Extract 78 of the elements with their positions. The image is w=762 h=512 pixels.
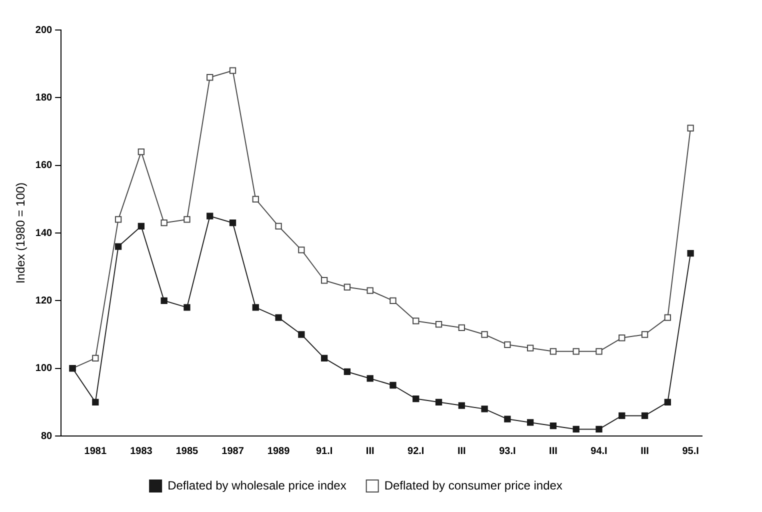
point (366, 287, 374, 294)
legend-label: Deflated by wholesale price index (168, 478, 346, 492)
point (435, 398, 442, 406)
point (664, 314, 671, 321)
point (366, 375, 374, 382)
point (298, 331, 305, 338)
y-tick-label: 80 (40, 430, 53, 442)
point (275, 314, 282, 321)
point (481, 406, 488, 412)
point (320, 354, 328, 362)
point (138, 222, 145, 230)
y-tick-label: 160 (35, 160, 53, 172)
point (298, 246, 305, 254)
point (138, 148, 145, 156)
point (229, 67, 236, 74)
point (504, 341, 511, 348)
point (550, 348, 557, 355)
point (344, 284, 351, 290)
legend-label: Deflated by consumer price index (384, 478, 562, 492)
x-tick-label: 1981 (84, 446, 107, 457)
x-tick-label: III (640, 446, 650, 457)
point (504, 416, 511, 422)
point (114, 243, 122, 250)
point (184, 304, 190, 311)
point (641, 412, 648, 420)
point (458, 402, 465, 409)
point (572, 348, 580, 355)
point (687, 250, 694, 257)
point (320, 277, 328, 284)
y-axis-title: Index (1980 = 100) (14, 182, 28, 284)
x-tick-label: 93.I (499, 446, 516, 457)
point (206, 74, 214, 81)
x-tick-label: III (549, 446, 558, 457)
point (458, 324, 465, 332)
point (252, 304, 259, 311)
x-tick-label: 1989 (267, 446, 290, 457)
x-tick-label: 1983 (130, 446, 153, 457)
y-tick-label: 140 (35, 228, 53, 239)
point (252, 196, 259, 202)
y-tick-label: 200 (35, 24, 53, 36)
x-tick-label: 95.I (682, 446, 700, 457)
point (390, 382, 396, 389)
point (550, 422, 557, 430)
x-tick-label: 94.I (590, 446, 608, 457)
point (572, 426, 580, 433)
point (687, 124, 694, 132)
point (641, 331, 648, 338)
y-tick-label: 180 (35, 92, 53, 104)
x-tick-label: III (457, 446, 466, 457)
point (596, 426, 602, 433)
point (344, 368, 351, 376)
point (229, 220, 236, 226)
point (618, 412, 626, 420)
point (114, 216, 122, 223)
x-tick-label: 1985 (176, 446, 199, 457)
y-tick-label: 120 (35, 295, 53, 306)
x-tick-label: 91.I (316, 446, 333, 457)
point (160, 220, 168, 226)
y-tick-label: 100 (35, 363, 53, 374)
point (435, 321, 442, 328)
x-tick-label: III (366, 446, 374, 457)
point (618, 334, 626, 342)
point (596, 348, 602, 355)
point (664, 398, 671, 406)
point (184, 216, 190, 223)
point (390, 297, 396, 304)
point (160, 297, 168, 304)
point (92, 398, 99, 406)
point (412, 395, 420, 402)
point (481, 331, 488, 338)
point (412, 318, 420, 324)
point (92, 354, 99, 362)
point (275, 222, 282, 230)
x-tick-label: 92.I (408, 446, 424, 457)
point (527, 419, 534, 426)
point (206, 212, 214, 220)
point (527, 344, 534, 352)
x-tick-label: 1987 (222, 446, 244, 457)
